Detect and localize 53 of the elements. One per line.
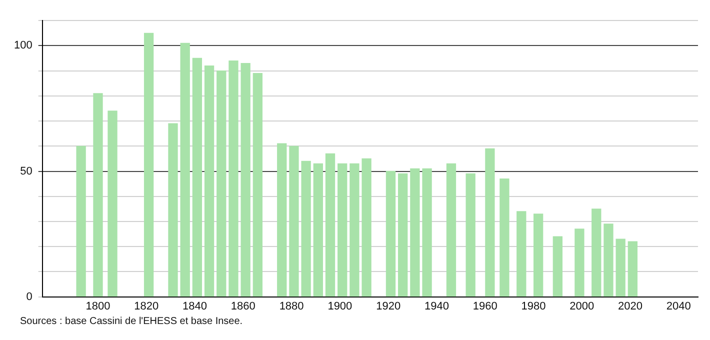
bar (252, 73, 263, 297)
bar (192, 58, 202, 297)
bar (516, 211, 526, 297)
bar (410, 168, 420, 297)
bar (604, 224, 614, 297)
bar (386, 170, 396, 297)
bar (362, 158, 372, 297)
x-tick-label: 2020 (618, 300, 642, 312)
bar (240, 62, 250, 297)
bar (422, 168, 432, 297)
bar (574, 228, 584, 297)
bar (398, 173, 408, 297)
bar (289, 146, 299, 297)
x-tick-label: 1860 (230, 300, 256, 312)
bar (628, 241, 638, 297)
y-tick-label: 0 (26, 290, 32, 303)
bar (592, 208, 602, 297)
x-tick-label: 1800 (86, 300, 110, 312)
bar (325, 153, 336, 297)
x-tick-label: 1880 (279, 300, 304, 312)
x-tick-label: 1960 (472, 300, 498, 312)
bar (144, 32, 154, 297)
bar (500, 178, 510, 297)
x-tick-label: 1840 (182, 300, 208, 312)
bar (204, 65, 214, 297)
bar (446, 163, 456, 297)
bar (533, 214, 544, 297)
x-tick-label: 1940 (424, 300, 449, 312)
source-note: Sources : base Cassini de l'EHESS et base Insee. (20, 316, 244, 327)
bar (93, 93, 103, 297)
bar (350, 163, 360, 297)
bar (301, 160, 311, 297)
x-tick-label: 1900 (328, 300, 352, 312)
bar (180, 42, 190, 297)
bar (228, 60, 238, 297)
bar (168, 123, 178, 297)
bar (338, 163, 348, 297)
bar (216, 70, 226, 297)
bar (277, 143, 287, 297)
x-tick-label: 1920 (376, 300, 401, 312)
y-tick-label: 50 (20, 165, 32, 178)
bar (552, 236, 563, 297)
bar (616, 238, 626, 297)
y-tick-label: 100 (14, 40, 32, 52)
x-tick-label: 2040 (666, 300, 691, 312)
x-tick-label: 1820 (134, 300, 159, 312)
x-tick-label: 1980 (521, 300, 546, 312)
bar (76, 146, 86, 297)
bar (466, 173, 476, 297)
bar (485, 148, 495, 297)
bar (313, 163, 323, 297)
bar (108, 110, 118, 297)
x-tick-label: 2000 (570, 300, 594, 312)
